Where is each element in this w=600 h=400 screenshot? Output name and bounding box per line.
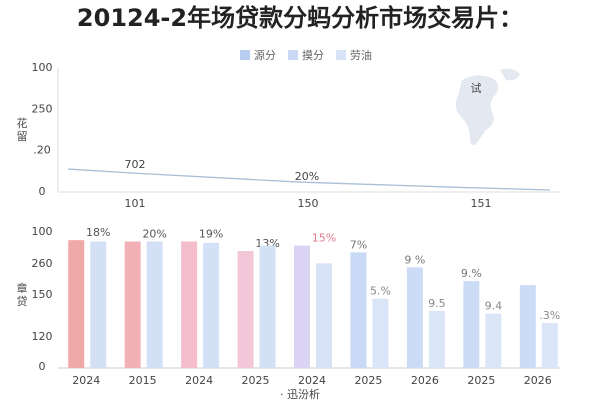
data-label: 9 % — [404, 253, 425, 266]
bar — [237, 251, 254, 368]
bar — [350, 252, 367, 368]
annotation: 702 — [125, 158, 146, 171]
data-label: 9.4 — [485, 300, 503, 313]
x-tick-label: 2026 — [411, 374, 439, 387]
x-tick-label: 151 — [471, 197, 492, 210]
y-tick-label: 0 — [39, 360, 46, 373]
x-axis-label: · 迅汾析 — [280, 387, 320, 400]
bar — [124, 241, 141, 368]
x-tick-label: 2024 — [185, 374, 213, 387]
bar — [519, 285, 536, 368]
bar — [259, 245, 276, 368]
annotation: 20% — [295, 170, 319, 183]
legend-swatch — [240, 50, 250, 60]
data-label: 18% — [86, 226, 110, 239]
x-tick-label: 150 — [298, 197, 319, 210]
x-tick-label: 2025 — [467, 374, 495, 387]
legend-label: 摸分 — [302, 49, 324, 62]
data-label: 7% — [350, 238, 367, 251]
x-tick-label: 2025 — [354, 374, 382, 387]
annotation: 试 — [471, 82, 482, 95]
bar — [372, 298, 389, 368]
data-label: 19% — [199, 228, 223, 241]
bar — [146, 241, 163, 368]
bar — [463, 280, 480, 368]
data-label: 15% — [312, 232, 336, 245]
bar — [406, 267, 423, 368]
y-tick-label: 260 — [32, 257, 53, 270]
data-label: .3% — [539, 309, 560, 322]
legend-swatch — [336, 50, 346, 60]
x-tick-label: 2024 — [72, 374, 100, 387]
x-tick-label: 2025 — [242, 374, 270, 387]
bar — [316, 263, 332, 368]
bar — [294, 245, 310, 368]
data-label: 5.% — [370, 285, 391, 298]
bar — [68, 240, 85, 368]
y-tick-label: 250 — [32, 102, 53, 115]
bar — [90, 241, 107, 368]
y-tick-label: 100 — [32, 225, 53, 238]
y-tick-label: .20 — [33, 144, 51, 157]
bar — [428, 310, 445, 368]
data-label: 9.% — [461, 267, 482, 280]
chart-title: 20124-2年场贷款分蚂分析市场交易片： — [77, 4, 523, 32]
x-tick-label: 2015 — [129, 374, 157, 387]
y-tick-label: 150 — [32, 288, 53, 301]
legend-label: 源分 — [254, 48, 276, 62]
bar — [485, 313, 502, 368]
x-tick-label: 2026 — [524, 374, 552, 387]
y-tick-label: 0 — [39, 185, 46, 198]
legend-label: 劳油 — [350, 48, 372, 62]
legend-swatch — [288, 50, 298, 60]
x-tick-label: 2024 — [298, 374, 326, 387]
y-axis-label: 章贷 — [17, 281, 28, 308]
x-tick-label: 101 — [125, 197, 146, 210]
y-tick-label: 120 — [32, 330, 53, 343]
line — [67, 168, 550, 191]
bar — [541, 323, 558, 368]
bar — [203, 242, 220, 368]
y-tick-label: 100 — [32, 61, 53, 74]
bar — [181, 241, 198, 368]
world-map — [455, 68, 520, 146]
y-axis-label: 花留 — [17, 117, 28, 143]
data-label: 9.5 — [428, 297, 446, 310]
data-label: 20% — [142, 228, 166, 241]
